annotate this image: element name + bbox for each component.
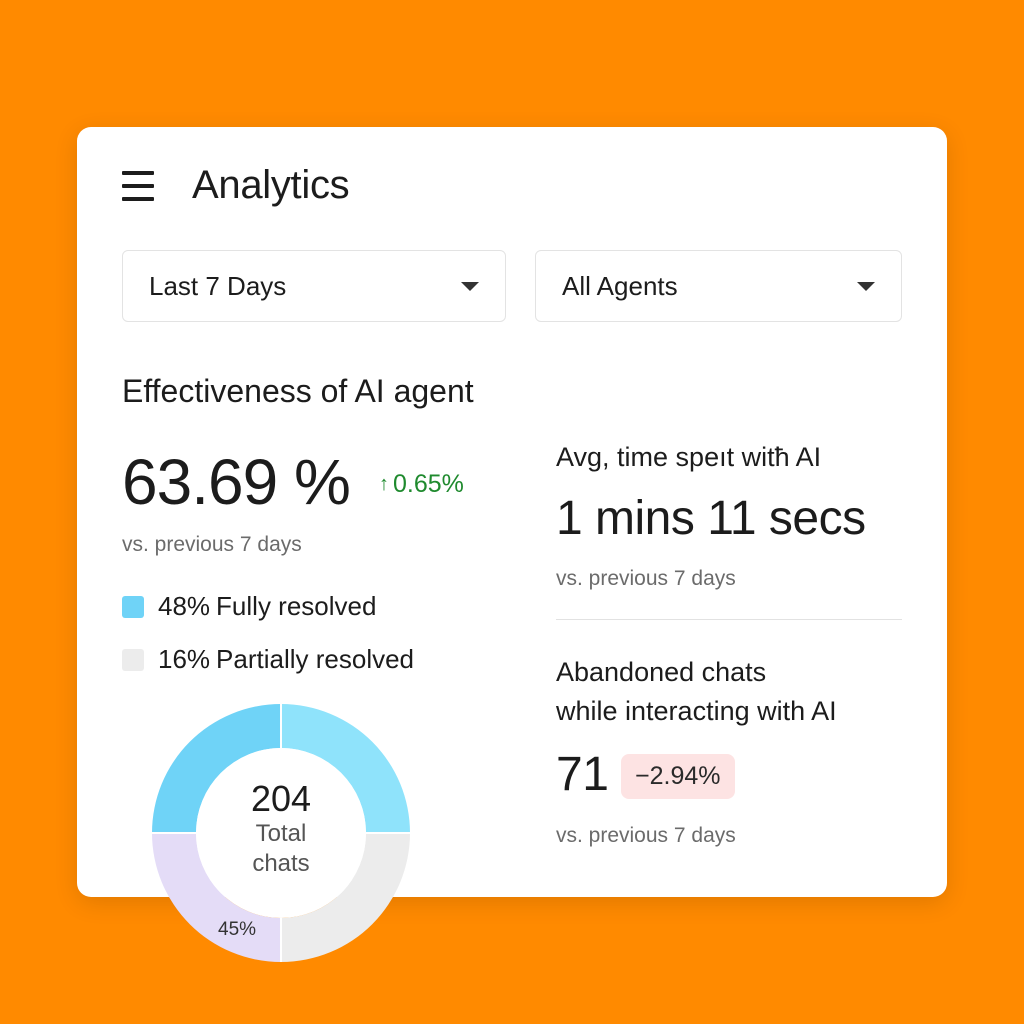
period-dropdown[interactable]: Last 7 Days [122, 250, 506, 322]
total-chats-donut: 204 Total chats 45% [150, 702, 412, 964]
effectiveness-comparison: vs. previous 7 days [122, 533, 302, 556]
period-dropdown-value: Last 7 Days [149, 270, 287, 301]
hamburger-menu-icon[interactable] [122, 171, 154, 201]
donut-hole [196, 748, 366, 918]
total-chats-caption-line2: chats [252, 850, 310, 877]
agents-dropdown[interactable]: All Agents [535, 250, 902, 322]
legend-label: Fully resolved [216, 591, 377, 621]
legend-swatch [122, 595, 144, 618]
effectiveness-delta-value: 0.65% [393, 470, 464, 498]
legend-pct: 16% [158, 644, 211, 674]
avg-time-value: 1 mins 11 secs [556, 492, 866, 545]
donut-slice-bottom-right [281, 833, 410, 962]
divider [556, 619, 902, 620]
effectiveness-value: 63.69 % [122, 446, 351, 518]
donut-slice-top-left [152, 704, 281, 833]
effectiveness-title: Effectiveness of AI agent [122, 373, 474, 409]
donut-chart [152, 704, 410, 962]
donut-center: 204 Total chats [150, 702, 412, 964]
abandoned-label-line1: Abandoned chats [556, 657, 767, 687]
agents-dropdown-value: All Agents [562, 270, 678, 301]
legend-item-fully-resolved: 48% Fully resolved [122, 591, 376, 622]
abandoned-comparison: vs. previous 7 days [556, 824, 736, 847]
abandoned-delta-badge: −2.94% [621, 754, 735, 799]
legend-pct: 48% [158, 591, 211, 621]
legend-item-partially-resolved: 16% Partially resolved [122, 644, 414, 675]
page-title: Analytics [192, 163, 350, 207]
avg-time-comparison: vs. previous 7 days [556, 567, 736, 590]
legend-label: Partially resolved [216, 644, 415, 674]
donut-slice-label: 45% [218, 919, 257, 940]
effectiveness-delta: ↑ 0.65% [379, 470, 464, 499]
caret-down-icon [461, 282, 479, 291]
donut-slice-bottom-left [152, 833, 281, 962]
abandoned-value: 71 [556, 748, 609, 801]
avg-time-label: Avg, time speıt witħ AI [556, 442, 822, 472]
caret-down-icon [857, 282, 875, 291]
total-chats-value: 204 [250, 778, 312, 819]
donut-slice-top-right [281, 704, 410, 833]
abandoned-label-line2: while interacting with AI [556, 696, 837, 726]
arrow-up-icon: ↑ [379, 473, 389, 495]
legend-swatch [122, 648, 144, 671]
total-chats-caption-line1: Total [255, 820, 307, 847]
